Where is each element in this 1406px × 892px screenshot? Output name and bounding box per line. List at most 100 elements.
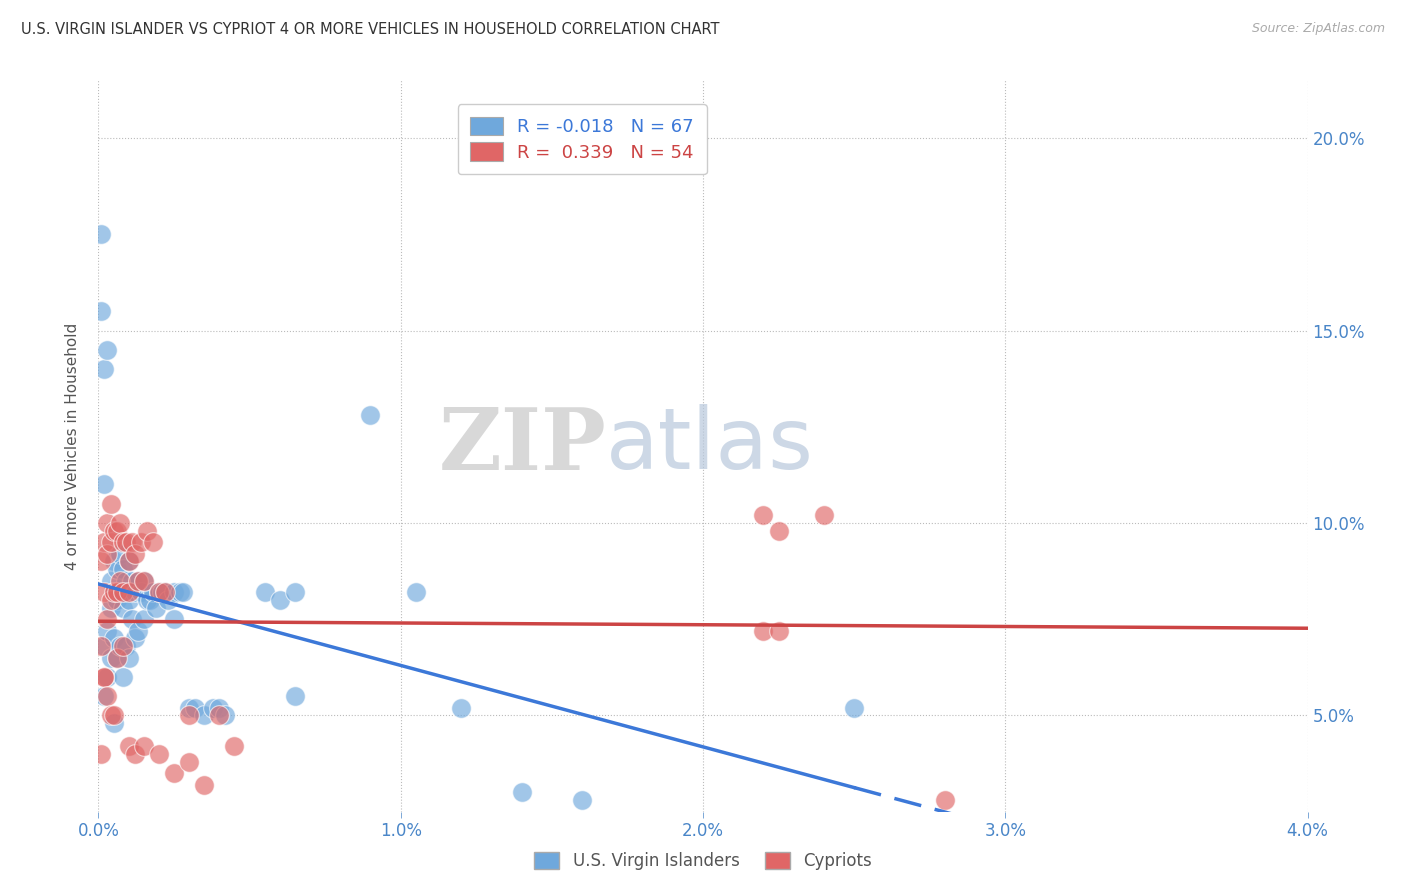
Point [90, 227, 112, 242]
Point [208, 700, 231, 714]
Point [179, 708, 201, 723]
Point [172, 585, 194, 599]
Point [96, 624, 118, 638]
Point [148, 585, 170, 599]
Point [169, 585, 191, 599]
Point [103, 524, 125, 538]
Point [118, 554, 141, 568]
Point [163, 585, 186, 599]
Point [114, 574, 136, 588]
Point [108, 585, 131, 599]
Point [96, 547, 118, 561]
Point [100, 708, 122, 723]
Point [96, 612, 118, 626]
Point [93, 362, 115, 376]
Point [124, 632, 146, 646]
Point [100, 600, 122, 615]
Point [103, 716, 125, 731]
Legend: U.S. Virgin Islanders, Cypriots: U.S. Virgin Islanders, Cypriots [527, 845, 879, 877]
Point [768, 524, 790, 538]
Point [179, 755, 201, 769]
Point [135, 524, 157, 538]
Point [121, 574, 143, 588]
Point [105, 524, 128, 538]
Point [93, 535, 115, 549]
Point [405, 585, 427, 599]
Text: ZIP: ZIP [439, 404, 606, 488]
Point [132, 574, 155, 588]
Point [127, 624, 149, 638]
Point [100, 497, 122, 511]
Point [108, 574, 131, 588]
Point [111, 600, 134, 615]
Point [103, 585, 125, 599]
Point [139, 593, 162, 607]
Point [934, 793, 956, 807]
Point [100, 574, 122, 588]
Point [193, 778, 215, 792]
Point [121, 612, 143, 626]
Point [214, 708, 236, 723]
Point [118, 554, 141, 568]
Point [118, 739, 141, 754]
Point [114, 535, 136, 549]
Point [135, 593, 157, 607]
Point [103, 554, 125, 568]
Point [844, 700, 866, 714]
Y-axis label: 4 or more Vehicles in Household: 4 or more Vehicles in Household [65, 322, 80, 570]
Point [142, 535, 165, 549]
Point [118, 593, 141, 607]
Point [93, 670, 115, 684]
Point [103, 708, 125, 723]
Point [163, 766, 186, 780]
Point [142, 585, 165, 599]
Point [208, 708, 231, 723]
Point [129, 585, 152, 599]
Point [129, 535, 152, 549]
Point [148, 747, 170, 761]
Point [132, 739, 155, 754]
Point [752, 508, 775, 523]
Point [179, 700, 201, 714]
Point [224, 739, 246, 754]
Point [105, 562, 128, 576]
Point [93, 690, 115, 704]
Text: Source: ZipAtlas.com: Source: ZipAtlas.com [1251, 22, 1385, 36]
Point [752, 624, 775, 638]
Point [100, 535, 122, 549]
Point [148, 585, 170, 599]
Point [768, 624, 790, 638]
Text: U.S. VIRGIN ISLANDER VS CYPRIOT 4 OR MORE VEHICLES IN HOUSEHOLD CORRELATION CHAR: U.S. VIRGIN ISLANDER VS CYPRIOT 4 OR MOR… [21, 22, 720, 37]
Point [124, 547, 146, 561]
Point [103, 632, 125, 646]
Point [100, 650, 122, 665]
Point [163, 612, 186, 626]
Point [127, 574, 149, 588]
Point [193, 708, 215, 723]
Point [360, 408, 382, 422]
Point [132, 612, 155, 626]
Point [153, 585, 176, 599]
Point [111, 562, 134, 576]
Point [118, 650, 141, 665]
Point [105, 650, 128, 665]
Point [269, 593, 291, 607]
Point [284, 585, 307, 599]
Point [124, 585, 146, 599]
Point [108, 516, 131, 530]
Point [121, 535, 143, 549]
Point [103, 585, 125, 599]
Point [96, 670, 118, 684]
Point [118, 585, 141, 599]
Point [96, 690, 118, 704]
Point [114, 639, 136, 653]
Point [153, 585, 176, 599]
Point [124, 747, 146, 761]
Point [90, 747, 112, 761]
Point [96, 516, 118, 530]
Text: atlas: atlas [606, 404, 814, 488]
Point [132, 574, 155, 588]
Point [510, 785, 533, 799]
Point [111, 585, 134, 599]
Point [90, 304, 112, 318]
